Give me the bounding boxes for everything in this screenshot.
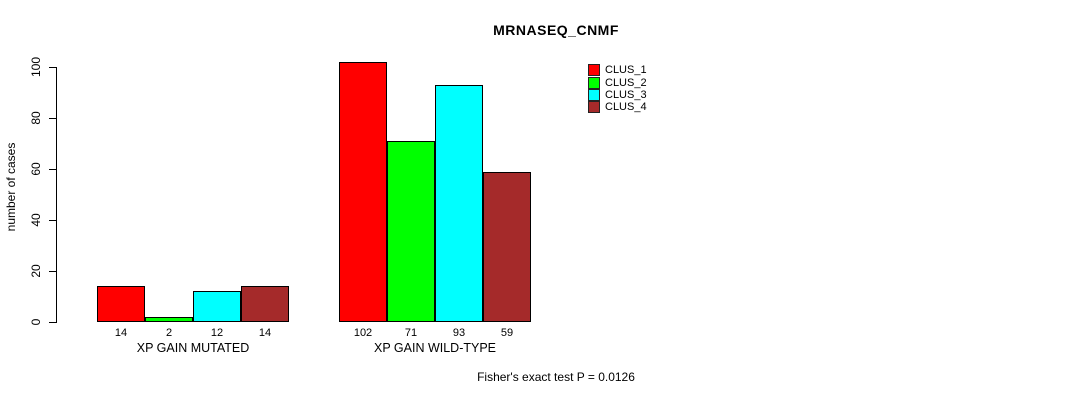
y-axis-tick xyxy=(49,118,56,119)
bar-value-label: 71 xyxy=(404,327,418,339)
bar-value-label: 93 xyxy=(452,327,466,339)
bar-value-label: 12 xyxy=(210,327,224,339)
bar-value-label: 14 xyxy=(114,327,128,339)
bar-clus_2 xyxy=(387,141,435,322)
legend-item: CLUS_1 xyxy=(588,64,647,77)
legend-swatch xyxy=(588,88,600,101)
bar-value-label: 59 xyxy=(500,327,514,339)
y-tick-label: 40 xyxy=(29,213,43,227)
y-tick-label: 0 xyxy=(29,318,43,326)
y-tick-label: 100 xyxy=(29,56,43,78)
bar-clus_4 xyxy=(241,286,289,322)
bar-clus_3 xyxy=(193,291,241,322)
y-axis-tick xyxy=(49,271,56,272)
y-tick-label: 20 xyxy=(29,264,43,278)
bar-value-label: 102 xyxy=(353,327,373,339)
bar-clus_2 xyxy=(145,317,193,322)
y-axis-tick xyxy=(49,169,56,170)
legend-label: CLUS_3 xyxy=(605,88,647,101)
bar-clus_1 xyxy=(339,62,387,322)
legend-item: CLUS_4 xyxy=(588,101,647,114)
y-axis-tick xyxy=(49,67,56,68)
legend-label: CLUS_1 xyxy=(605,64,647,77)
legend-swatch xyxy=(588,76,600,89)
bar-value-label: 14 xyxy=(258,327,272,339)
bar-clus_3 xyxy=(435,85,483,322)
legend-swatch xyxy=(588,64,600,77)
chart-title: MRNASEQ_CNMF xyxy=(493,22,619,38)
legend-label: CLUS_2 xyxy=(605,76,647,89)
y-axis-tick xyxy=(49,322,56,323)
bar-value-label: 2 xyxy=(165,327,173,339)
x-category-label: XP GAIN WILD-TYPE xyxy=(373,341,497,355)
x-category-label: XP GAIN MUTATED xyxy=(136,341,250,355)
y-axis-tick xyxy=(49,220,56,221)
bar-clus_1 xyxy=(97,286,145,322)
y-axis-line xyxy=(56,67,57,323)
legend: CLUS_1 CLUS_2 CLUS_3 CLUS_4 xyxy=(588,64,647,114)
legend-item: CLUS_3 xyxy=(588,88,647,101)
legend-item: CLUS_2 xyxy=(588,76,647,89)
fisher-test-annotation: Fisher's exact test P = 0.0126 xyxy=(477,370,635,384)
bar-clus_4 xyxy=(483,172,531,322)
y-tick-label: 80 xyxy=(29,111,43,125)
legend-label: CLUS_4 xyxy=(605,101,647,114)
y-tick-label: 60 xyxy=(29,162,43,176)
legend-swatch xyxy=(588,101,600,114)
